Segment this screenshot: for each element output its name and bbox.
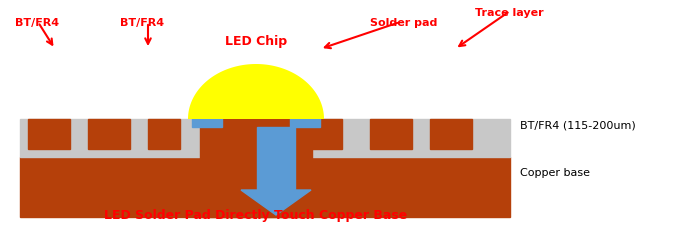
Text: BT/FR4: BT/FR4 (15, 18, 59, 28)
Bar (20, 119, 510, 157)
Text: LED Chip: LED Chip (225, 35, 287, 48)
Bar (257, 127, 295, 190)
Bar (28, 119, 70, 149)
Text: Trace layer: Trace layer (475, 8, 544, 18)
Bar (310, 119, 342, 149)
Bar (148, 119, 180, 149)
Bar (192, 118, 222, 127)
Bar (290, 118, 320, 127)
Bar (370, 119, 412, 149)
Bar (20, 157, 510, 217)
Text: BT/FR4: BT/FR4 (120, 18, 164, 28)
Polygon shape (188, 65, 324, 119)
Text: LED Solder Pad Directly Touch Copper Base: LED Solder Pad Directly Touch Copper Bas… (104, 208, 408, 221)
Bar (430, 119, 472, 149)
Text: Solder pad: Solder pad (370, 18, 437, 28)
Polygon shape (241, 190, 311, 215)
Text: BT/FR4 (115-200um): BT/FR4 (115-200um) (520, 119, 636, 129)
Bar (200, 118, 312, 217)
Bar (88, 119, 130, 149)
Text: Copper base: Copper base (520, 167, 590, 177)
